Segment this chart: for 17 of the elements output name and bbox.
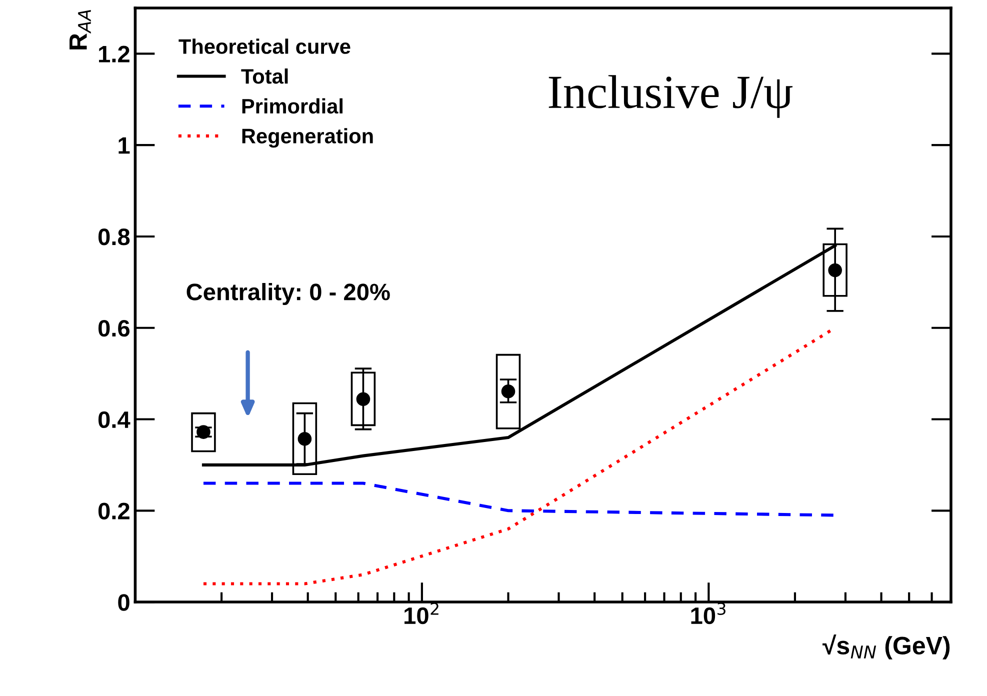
y-tick-label: 0.8: [98, 228, 130, 246]
x-tick-label: 10$^{2}$: [404, 602, 438, 624]
y-tick-label: 0.2: [98, 502, 130, 520]
y-tick-label: 0.4: [98, 411, 130, 428]
legend-title: Theoretical curve: [178, 38, 350, 54]
y-tick-label: 1.2: [99, 46, 130, 62]
legend-label: Regeneration: [242, 128, 373, 148]
y-axis-title: R$_{AA}$: [70, 10, 91, 50]
x-tick-label: 10$^{3}$: [691, 602, 726, 624]
x-axis-title: √s$_{NN}$ (GeV): [822, 634, 950, 660]
annotation: Centrality: 0 - 20%: [186, 283, 390, 306]
y-tick-label: 0.6: [98, 320, 130, 337]
annotation: Inclusive J/ψ: [548, 75, 793, 118]
y-tick-label: 0: [118, 594, 130, 611]
legend-label: Primordial: [242, 98, 343, 114]
y-tick-label: 1: [118, 137, 130, 154]
legend-label: Total: [241, 68, 288, 84]
